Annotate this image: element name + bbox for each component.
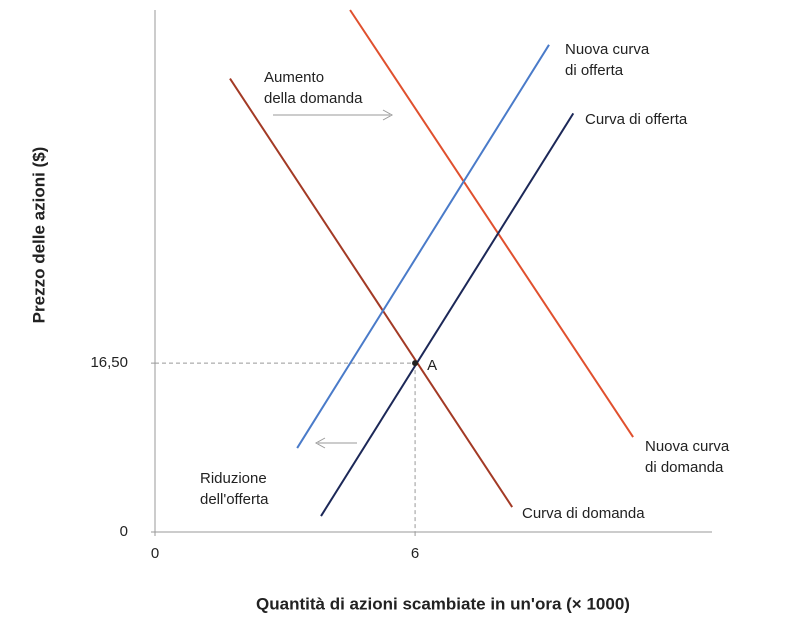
arrow-head [382, 109, 394, 121]
curve [296, 44, 550, 449]
annotation: dell'offerta [200, 491, 269, 508]
curve-label: Curva di offerta [585, 111, 688, 128]
x-axis-label: Quantità di azioni scambiate in un'ora (… [256, 594, 630, 613]
arrow-head [314, 437, 326, 449]
point-label: A [427, 357, 437, 374]
curve-label: di offerta [565, 62, 624, 79]
point [412, 360, 419, 367]
curve [320, 112, 575, 517]
x-tick-label: 0 [151, 545, 159, 562]
y-tick-label: 16,50 [90, 354, 128, 371]
x-tick-label: 6 [411, 545, 419, 562]
curve-label: Curva di domanda [522, 505, 645, 522]
y-tick-label: 0 [120, 523, 128, 540]
y-axis-label: Prezzo delle azioni ($) [29, 147, 48, 324]
curve [349, 9, 634, 438]
annotation: Aumento [264, 69, 324, 86]
curve-label: di domanda [645, 459, 724, 476]
curve-label: Nuova curva [645, 438, 730, 455]
curve [229, 78, 514, 508]
annotation: della domanda [264, 90, 363, 107]
curve-label: Nuova curva [565, 41, 650, 58]
annotation: Riduzione [200, 470, 267, 487]
